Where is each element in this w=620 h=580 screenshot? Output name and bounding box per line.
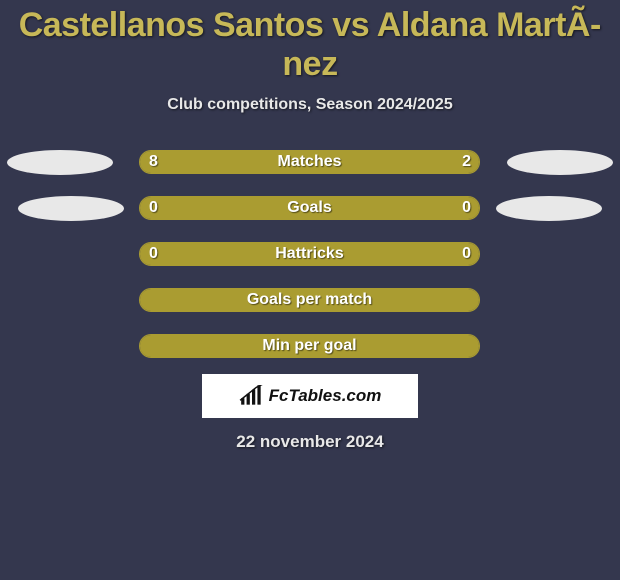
stats-card: Castellanos Santos vs Aldana MartÃ­nez C… xyxy=(0,0,620,580)
bar-label: Hattricks xyxy=(139,242,480,266)
date-label: 22 november 2024 xyxy=(0,432,620,452)
bar-value-right: 0 xyxy=(462,242,471,266)
brand-text: FcTables.com xyxy=(269,386,382,406)
bar-value-right: 2 xyxy=(462,150,471,174)
bar-label: Goals xyxy=(139,196,480,220)
stat-row-goals: 0 Goals 0 xyxy=(0,196,620,220)
stat-row-matches: 8 Matches 2 xyxy=(0,150,620,174)
bar-chart-icon xyxy=(239,385,265,407)
bar-label: Goals per match xyxy=(139,288,480,312)
rows-area: 8 Matches 2 0 Goals 0 0 Hattricks 0 xyxy=(0,150,620,358)
bar-value-right: 0 xyxy=(462,196,471,220)
page-subtitle: Club competitions, Season 2024/2025 xyxy=(0,96,620,114)
player-marker-left xyxy=(18,196,124,221)
stat-row-goals-per-match: Goals per match xyxy=(0,288,620,312)
bar-label: Matches xyxy=(139,150,480,174)
brand-badge: FcTables.com xyxy=(202,374,418,418)
player-marker-right xyxy=(496,196,602,221)
stat-row-hattricks: 0 Hattricks 0 xyxy=(0,242,620,266)
player-marker-right xyxy=(507,150,613,175)
stat-row-min-per-goal: Min per goal xyxy=(0,334,620,358)
bar-label: Min per goal xyxy=(139,334,480,358)
page-title: Castellanos Santos vs Aldana MartÃ­nez xyxy=(0,0,620,84)
player-marker-left xyxy=(7,150,113,175)
